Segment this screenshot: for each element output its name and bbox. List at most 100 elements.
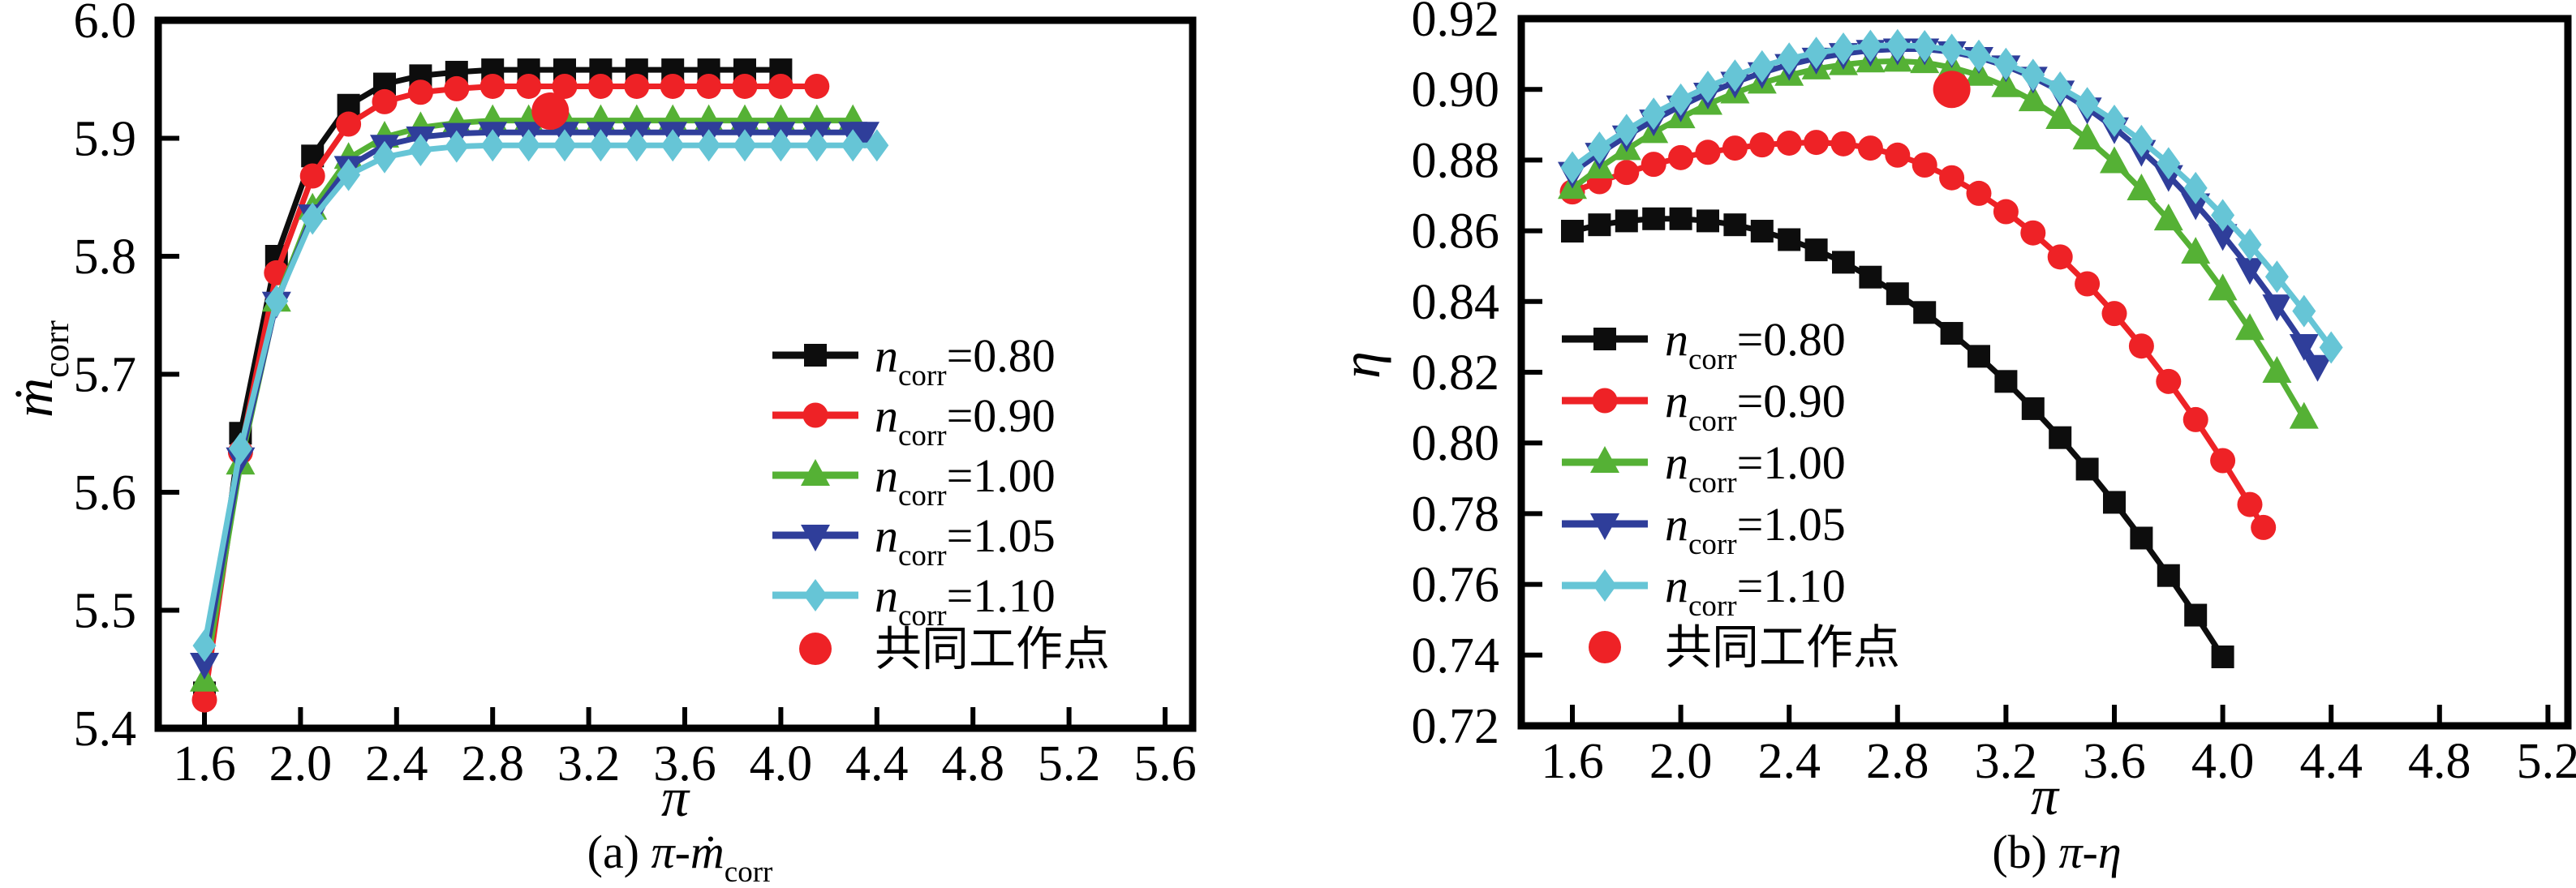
marker-triangle-up	[2289, 401, 2319, 429]
y-tick-label: 5.5	[74, 584, 137, 639]
marker-circle	[768, 73, 793, 99]
marker-diamond	[1669, 83, 1693, 116]
marker-triangle-up	[2072, 122, 2102, 150]
legend-item-ncorr-0.80: ncorr=0.80	[1562, 313, 1846, 376]
panel-caption-seg: ṁ	[690, 826, 725, 878]
marker-diamond	[1804, 36, 1829, 70]
marker-triangle-up	[2018, 84, 2048, 112]
marker-square	[1588, 213, 1611, 237]
marker-square	[1913, 301, 1937, 324]
legend-item-ncorr-1.00: ncorr=1.00	[772, 449, 1056, 513]
marker-diamond	[2075, 87, 2100, 120]
marker-diamond	[1615, 114, 1639, 147]
marker-diamond	[2292, 294, 2316, 328]
marker-diamond	[1560, 151, 1585, 184]
legend-marker-triangle-down	[1590, 513, 1619, 540]
x-tick-label: 2.8	[461, 736, 524, 791]
marker-circle	[2210, 448, 2236, 474]
x-tick-label: 2.8	[1866, 734, 1929, 789]
marker-square	[2103, 491, 2126, 514]
marker-circle	[2251, 514, 2277, 540]
marker-circle	[1912, 152, 1937, 178]
series-line-ncorr-0.90	[201, 83, 820, 703]
marker-circle	[407, 79, 433, 105]
legend-label-seg: =1.05	[947, 509, 1056, 562]
marker-triangle-down	[2303, 354, 2333, 382]
x-tick-label: 4.4	[845, 736, 909, 791]
panel-caption-seg: η	[2098, 826, 2122, 878]
x-axis-label-seg: π	[661, 766, 690, 828]
legend-label-seg: =0.90	[947, 389, 1056, 442]
panel-caption: (b) π-η	[1992, 826, 2121, 878]
marker-triangle-up	[2100, 146, 2129, 174]
x-tick-label: 2.4	[1757, 734, 1821, 789]
marker-circle	[516, 73, 542, 99]
marker-diamond	[2319, 331, 2343, 364]
marker-diamond	[372, 140, 397, 174]
marker-circle	[372, 88, 398, 114]
y-tick-label: 0.82	[1412, 345, 1500, 401]
legend-label-seg: corr	[898, 539, 947, 573]
x-tick-label: 4.8	[941, 736, 1004, 791]
legend-label-seg: corr	[898, 359, 947, 393]
legend-item-ncorr-1.05: ncorr=1.05	[1562, 498, 1846, 561]
marker-circle	[587, 73, 613, 99]
marker-diamond	[192, 629, 217, 663]
legend-label-seg: n	[875, 329, 898, 382]
marker-diamond	[300, 202, 325, 235]
legend-label-seg: n	[1665, 375, 1688, 427]
legend-label-seg: n	[1665, 498, 1688, 551]
marker-triangle-down	[2208, 224, 2238, 251]
legend-label: 共同工作点	[875, 623, 1110, 676]
x-tick-label: 4.0	[750, 736, 813, 791]
legend-label: ncorr=1.05	[875, 509, 1056, 573]
marker-diamond	[1886, 28, 1910, 62]
marker-diamond	[2264, 260, 2289, 294]
marker-circle	[480, 73, 505, 99]
marker-circle	[1830, 131, 1856, 157]
legend-marker-triangle-down	[801, 525, 830, 551]
marker-triangle-up	[2262, 356, 2292, 383]
panel-caption-seg: π	[652, 826, 677, 878]
marker-square	[1642, 207, 1666, 230]
y-tick-label: 0.92	[1412, 0, 1500, 47]
legend-label: ncorr=0.80	[875, 329, 1056, 393]
x-tick-label: 2.0	[269, 736, 333, 791]
legend-label-seg: =0.90	[1737, 375, 1846, 427]
marker-diamond	[445, 130, 469, 163]
marker-circle	[1641, 152, 1666, 178]
legend: ncorr=0.80ncorr=0.90ncorr=1.00ncorr=1.05…	[1562, 313, 1900, 674]
marker-diamond	[588, 129, 613, 162]
legend-item-ncorr-0.90: ncorr=0.90	[1562, 375, 1846, 438]
y-tick-label: 5.9	[74, 112, 137, 167]
marker-circle	[2183, 406, 2208, 432]
x-tick-label: 3.6	[653, 736, 716, 791]
x-tick-label: 4.4	[2299, 734, 2363, 789]
legend-label-seg: n	[875, 389, 898, 442]
marker-square	[1940, 322, 1963, 345]
marker-square	[2157, 564, 2180, 587]
marker-circle	[336, 111, 362, 137]
marker-square	[1832, 251, 1855, 274]
legend-item-ncorr-1.10: ncorr=1.10	[1562, 560, 1846, 623]
marker-square	[2049, 426, 2072, 449]
panel-caption-seg: corr	[725, 856, 773, 888]
y-tick-label: 6.0	[74, 0, 137, 49]
series-line-ncorr-1.00	[1569, 58, 2307, 422]
marker-diamond	[2183, 171, 2208, 204]
x-tick-label: 3.2	[1975, 734, 2038, 789]
legend-marker-square	[804, 344, 827, 367]
series-ncorr-0.90	[191, 73, 830, 713]
legend-label-seg: corr	[1688, 466, 1737, 500]
marker-circle	[444, 75, 470, 101]
legend-marker-triangle-up	[1590, 446, 1619, 473]
marker-triangle-up	[2045, 101, 2075, 129]
marker-square	[1723, 213, 1747, 237]
legend-label-seg: corr	[898, 479, 947, 513]
marker-circle	[2075, 271, 2101, 297]
legend-item-ncorr-0.80: ncorr=0.80	[772, 329, 1056, 393]
operating-point-dot	[531, 92, 570, 131]
marker-diamond	[1967, 39, 1991, 72]
legend-label-seg: =1.10	[1737, 560, 1846, 612]
